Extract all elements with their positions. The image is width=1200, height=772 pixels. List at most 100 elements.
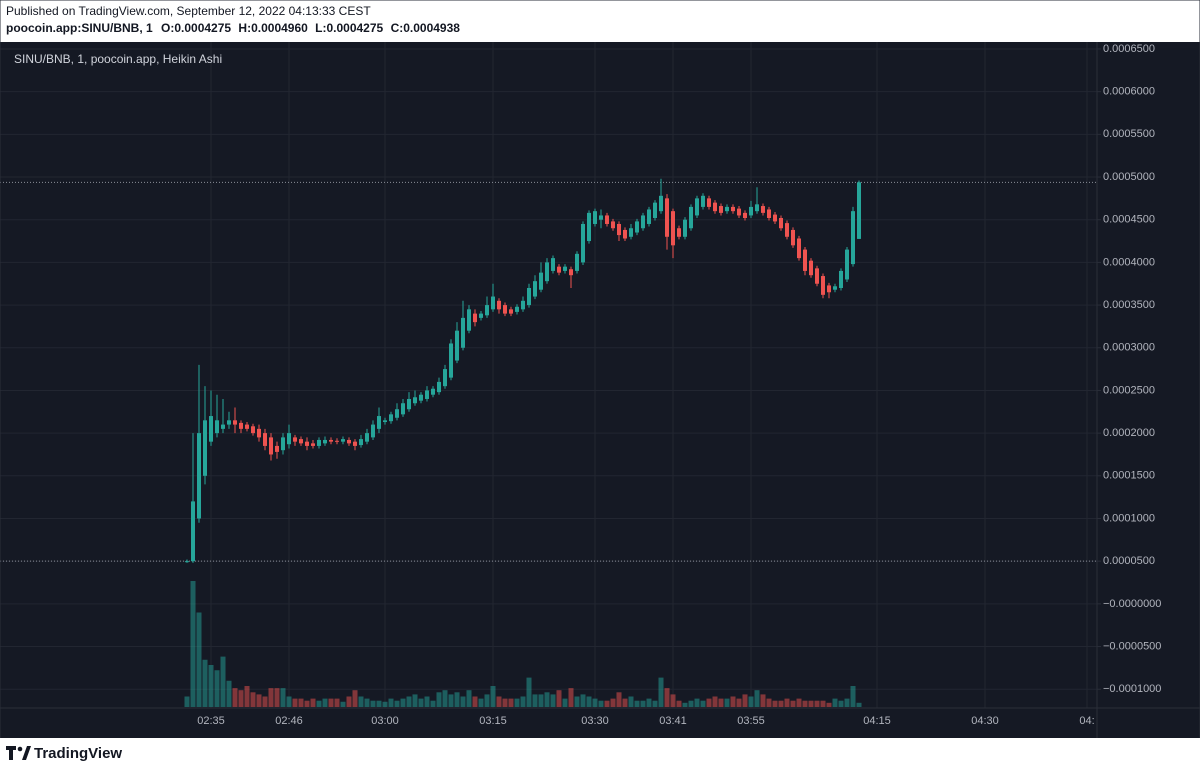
volume-bar (562, 698, 568, 707)
volume-bar (244, 686, 250, 707)
candle-body (479, 313, 483, 318)
candle-body (449, 343, 453, 378)
volume-bar (280, 688, 286, 707)
volume-bar (184, 696, 190, 707)
volume-bar (856, 702, 862, 707)
volume-bar (604, 700, 610, 707)
volume-bar (772, 700, 778, 707)
candle-body (659, 195, 663, 212)
candle-body (665, 198, 669, 237)
volume-bar (340, 701, 346, 707)
candle-body (485, 305, 489, 316)
volume-bar (724, 698, 730, 707)
volume-bar (682, 702, 688, 707)
candle-body (653, 202, 657, 218)
candle-body (413, 397, 417, 404)
candle-body (233, 420, 237, 425)
volume-bar (526, 677, 532, 707)
candle-body (755, 204, 759, 212)
volume-bar (508, 698, 514, 707)
volume-bar (538, 694, 544, 707)
volume-bar (778, 700, 784, 707)
volume-bar (622, 698, 628, 707)
volume-bar (568, 688, 574, 707)
volume-bar (208, 665, 214, 707)
x-tick-label: 02:35 (197, 715, 225, 727)
ohlc-high: H:0.0004960 (238, 21, 308, 35)
candle-body (707, 198, 711, 207)
volume-bar (820, 700, 826, 707)
candle-body (383, 420, 387, 423)
candle-body (455, 330, 459, 361)
candle-body (335, 440, 339, 442)
candle-body (767, 209, 771, 218)
volume-bar (688, 700, 694, 707)
candle-body (431, 388, 435, 395)
candle-body (731, 206, 735, 212)
candle-body (581, 223, 585, 263)
volume-bar (298, 698, 304, 707)
volume-bar (376, 700, 382, 707)
candle-body (491, 296, 495, 310)
volume-bar (442, 690, 448, 707)
candle-body (323, 439, 327, 444)
y-tick-label: 0.0003500 (1103, 299, 1155, 311)
ohlc-close: C:0.0004938 (391, 21, 461, 35)
volume-bar (640, 700, 646, 707)
volume-bar (334, 698, 340, 707)
y-tick-label: 0.0000500 (1103, 555, 1155, 567)
volume-bar (676, 700, 682, 707)
volume-bar (826, 702, 832, 707)
volume-bar (226, 680, 232, 707)
series-legend: SINU/BNB, 1, poocoin.app, Heikin Ashi (14, 52, 222, 66)
volume-bar (490, 686, 496, 707)
volume-bar (496, 696, 502, 707)
volume-bar (592, 698, 598, 707)
x-tick-label: 03:15 (479, 715, 507, 727)
volume-bar (796, 698, 802, 707)
volume-bar (634, 700, 640, 707)
volume-bar (832, 698, 838, 707)
y-tick-label: 0.0006500 (1103, 43, 1155, 55)
candles (185, 178, 861, 563)
symbol-line: poocoin.app:SINU/BNB, 1 O:0.0004275 H:0.… (6, 21, 460, 35)
volume-bar (292, 698, 298, 707)
volume-bar (364, 698, 370, 707)
volume-bar (406, 696, 412, 707)
volume-bar (430, 700, 436, 707)
volume-bar (736, 698, 742, 707)
volume-bar (328, 698, 334, 707)
y-tick-label: 0.0006000 (1103, 86, 1155, 98)
candle-body (725, 206, 729, 212)
volume-bar (850, 686, 856, 707)
volume-bar (268, 688, 274, 707)
candle-body (815, 268, 819, 284)
candle-body (425, 390, 429, 399)
candle-body (545, 262, 549, 282)
candle-body (407, 398, 411, 410)
candle-body (689, 206, 693, 229)
candle-body (845, 249, 849, 280)
candle-body (749, 206, 753, 216)
brand-name: TradingView (34, 745, 122, 762)
volume-bar (250, 692, 256, 707)
y-tick-label: 0.0002000 (1103, 427, 1155, 439)
volume-bar (460, 696, 466, 707)
candle-body (575, 253, 579, 271)
volume-bar (802, 700, 808, 707)
candle-body (551, 258, 555, 271)
volume-bar (472, 696, 478, 707)
y-tick-label: 0.0005500 (1103, 128, 1155, 140)
candle-body (359, 439, 363, 446)
candle-body (185, 561, 189, 563)
candle-body (557, 266, 561, 273)
candle-body (473, 313, 477, 323)
volume-bar (556, 690, 562, 707)
volume-bar (220, 656, 226, 707)
candle-body (311, 443, 315, 446)
volume-bar (610, 698, 616, 707)
candle-body (377, 416, 381, 429)
volume-bar (202, 659, 208, 707)
volume-bar (388, 698, 394, 707)
